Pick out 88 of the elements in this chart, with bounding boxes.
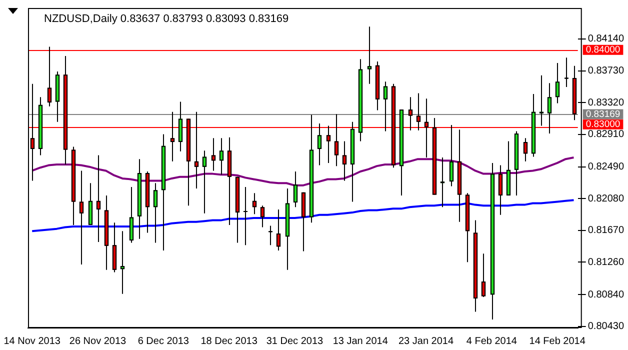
candlestick (55, 71, 60, 122)
candlestick (161, 134, 166, 252)
candlestick (137, 158, 142, 240)
ref-line-label: 0.83169 (586, 108, 620, 120)
candlestick (547, 82, 552, 134)
candlestick (481, 253, 486, 298)
candlestick (301, 192, 306, 252)
candlestick (334, 114, 339, 167)
candlestick (350, 121, 355, 202)
ref-line-label: 0.83000 (586, 118, 620, 130)
candlestick (243, 186, 248, 246)
candlestick (112, 222, 117, 273)
candlestick (79, 170, 84, 265)
candlestick (367, 26, 372, 84)
candlestick (129, 186, 134, 244)
x-tick-label: 6 Dec 2013 (138, 336, 190, 347)
chart-title: NZDUSD,Daily 0.83637 0.83793 0.83093 0.83169 (44, 13, 289, 26)
candlestick (96, 154, 101, 242)
y-tick-label: 0.82490 (588, 162, 624, 173)
candlestick (276, 208, 281, 252)
x-tick-label: 14 Nov 2013 (4, 336, 61, 347)
x-tick-label: 23 Jan 2014 (398, 336, 454, 347)
candlestick (194, 111, 199, 190)
x-tick-label: 4 Feb 2014 (466, 336, 518, 347)
candlestick (383, 81, 388, 132)
y-tick-label: 0.84140 (588, 34, 624, 45)
x-tick-label: 13 Jan 2014 (332, 336, 388, 347)
candlestick (375, 60, 380, 111)
candlestick (440, 157, 445, 208)
candlestick (202, 150, 207, 214)
y-tick-label: 0.80430 (588, 321, 624, 332)
candlestick (104, 195, 109, 270)
candlestick (531, 94, 536, 158)
y-tick-label: 0.81670 (588, 225, 624, 236)
candlestick (539, 74, 544, 126)
candlestick (416, 92, 421, 131)
candlestick (285, 188, 290, 270)
candlestick (235, 176, 240, 244)
x-tick-label: 18 Dec 2013 (200, 336, 258, 347)
candlestick (260, 205, 265, 228)
candlestick (391, 83, 396, 168)
candlestick (473, 220, 478, 312)
y-tick-label: 0.82910 (588, 129, 624, 140)
candlestick (120, 230, 125, 294)
candlestick (399, 109, 404, 196)
candlestick (47, 46, 52, 107)
y-tick-label: 0.83730 (588, 66, 624, 77)
candlestick (408, 96, 413, 131)
candlestick (514, 130, 519, 196)
candlestick (153, 182, 158, 244)
candlestick (268, 225, 273, 246)
x-tick-label: 31 Dec 2013 (266, 336, 324, 347)
candlestick (170, 111, 175, 162)
candlestick (63, 56, 68, 166)
candlestick (38, 96, 43, 156)
candlestick (178, 101, 183, 152)
candlestick (211, 138, 216, 172)
x-tick-label: 14 Feb 2014 (529, 336, 586, 347)
candlestick (227, 136, 232, 226)
candlestick (424, 98, 429, 158)
candlestick (88, 182, 93, 226)
candlestick (465, 192, 470, 263)
ref-line-label: 0.84000 (586, 44, 620, 56)
candlestick (358, 58, 363, 142)
candlestick (252, 192, 257, 215)
y-tick-label: 0.80840 (588, 289, 624, 300)
candlestick (145, 170, 150, 234)
candlestick (506, 140, 511, 196)
candlestick (564, 57, 569, 88)
candlestick (523, 138, 528, 162)
candlestick (317, 122, 322, 166)
y-tick-label: 0.83320 (588, 97, 624, 108)
candlestick (432, 118, 437, 196)
y-tick-label: 0.81260 (588, 256, 624, 268)
candlestick (490, 162, 495, 320)
candlestick (71, 146, 76, 226)
x-tick-label: 26 Nov 2013 (69, 336, 127, 347)
candlestick (293, 170, 298, 208)
candlestick (555, 62, 560, 104)
candlestick (449, 124, 454, 187)
candlestick (342, 140, 347, 182)
candlestick (326, 125, 331, 164)
candlestick (186, 118, 191, 206)
candlestick (457, 129, 462, 222)
candlestick (219, 138, 224, 176)
y-tick-label: 0.82080 (588, 193, 624, 204)
candlestick (498, 164, 503, 216)
candlestick (309, 114, 314, 224)
